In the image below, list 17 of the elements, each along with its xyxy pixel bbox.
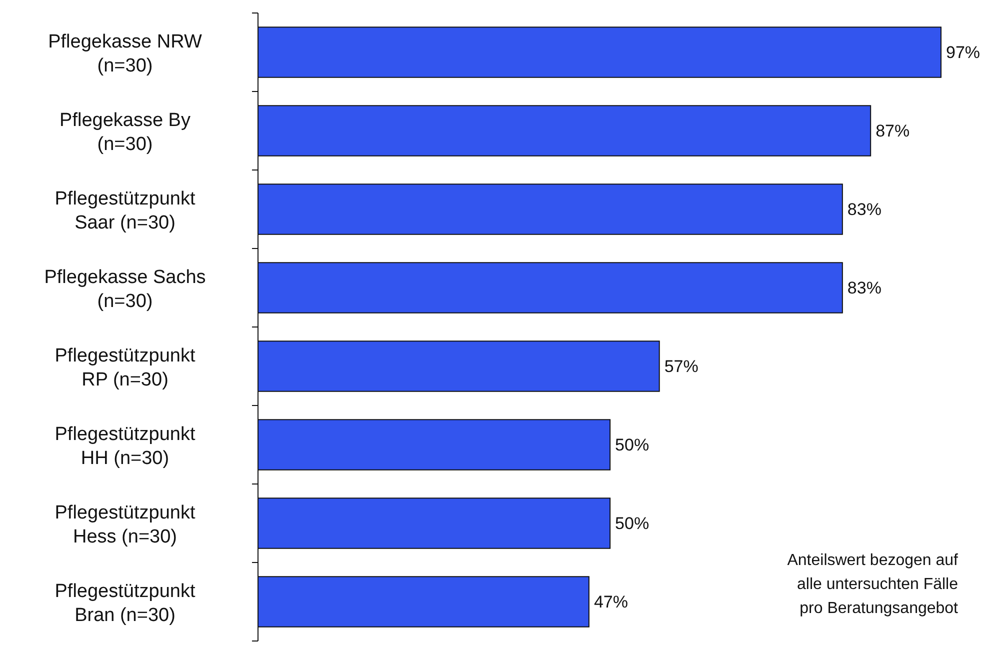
data-label: 87% [876, 122, 910, 141]
data-label: 83% [847, 278, 882, 298]
data-label: 57% [664, 357, 698, 376]
data-label: 97% [946, 43, 980, 62]
data-label: 47% [594, 592, 628, 612]
y-tick-label: Pflegekasse Sachs (n=30) [44, 266, 206, 312]
y-tick-label: Pflegestützpunkt RP (n=30) [54, 345, 196, 390]
data-label: 50% [615, 436, 650, 455]
annotation: Anteilswert bezogen auf alle untersuchten Fälle pro Beratungsangebot [787, 552, 959, 617]
y-tick-label: Pflegestützpunkt Bran (n=30) [54, 580, 196, 626]
y-tick-label: Pflegekasse NRW (n=30) [48, 31, 202, 76]
data-label: 50% [615, 514, 650, 534]
data-label: 83% [847, 200, 882, 220]
y-tick-label: Pflegestützpunkt Saar (n=30) [54, 188, 196, 234]
y-tick-label: Pflegestützpunkt Hess (n=30) [54, 502, 196, 548]
y-tick-label: Pflegestützpunkt HH (n=30) [54, 424, 196, 469]
y-tick-label: Pflegekasse By (n=30) [60, 110, 191, 155]
